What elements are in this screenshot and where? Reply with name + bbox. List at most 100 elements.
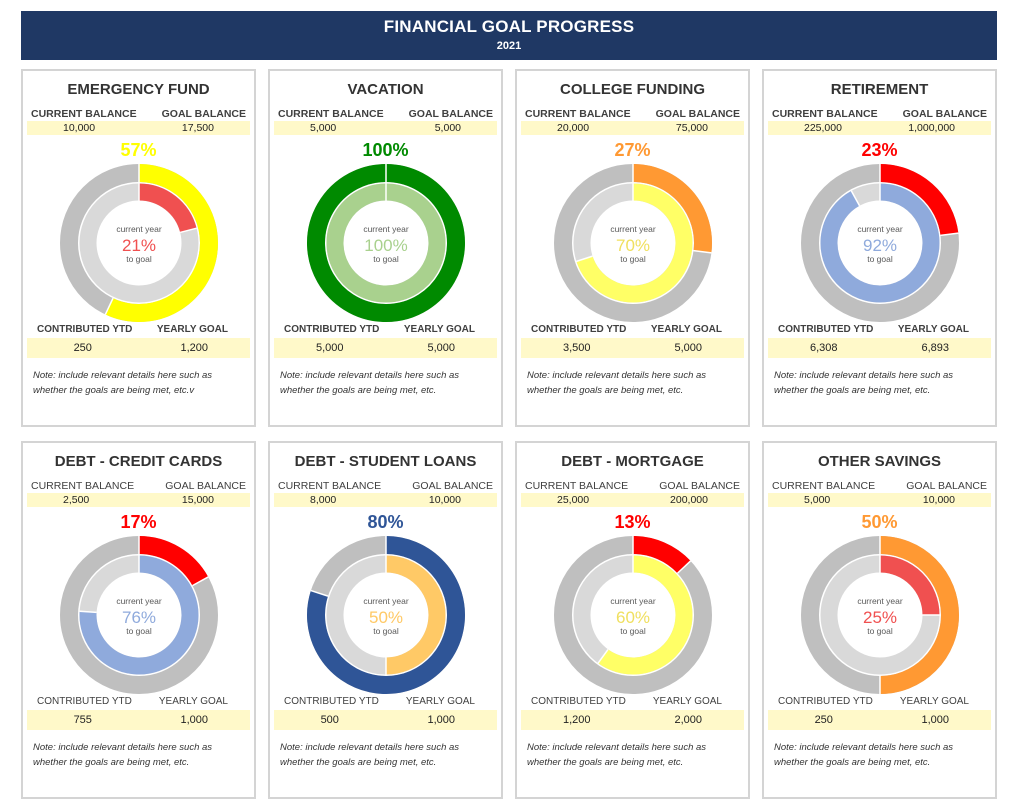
goal-card-title: COLLEGE FUNDING bbox=[560, 81, 705, 98]
current-balance-value: 8,000 bbox=[310, 494, 337, 506]
report-header: FINANCIAL GOAL PROGRESS 2021 bbox=[21, 11, 997, 60]
outer-slice-divider bbox=[310, 589, 328, 597]
outer-progress-arc bbox=[879, 536, 959, 694]
contributed-ytd-value: 755 bbox=[73, 714, 92, 726]
goal-balance-value: 1,000,000 bbox=[908, 122, 955, 134]
report-year: 2021 bbox=[496, 40, 522, 52]
center-year-percent: 50% bbox=[368, 608, 402, 627]
yearly-goal-label: YEARLY GOAL bbox=[403, 324, 475, 335]
goal-balance-value: 17,500 bbox=[181, 122, 214, 134]
goal-balance-label: GOAL BALANCE bbox=[161, 108, 246, 120]
goal-balance-label: GOAL BALANCE bbox=[902, 108, 987, 120]
goal-card-vacation: VACATION CURRENT BALANCE GOAL BALANCE 5,… bbox=[268, 69, 503, 427]
outer-slice-divider bbox=[191, 576, 209, 587]
outer-progress-arc bbox=[632, 164, 712, 253]
inner-ring bbox=[326, 183, 445, 303]
progress-donut: current year 25% to goal bbox=[800, 536, 959, 694]
current-balance-value: 2,500 bbox=[63, 494, 90, 506]
outer-progress-arc bbox=[632, 536, 691, 574]
progress-donut: current year 50% to goal bbox=[306, 536, 465, 694]
goal-balance-label: GOAL BALANCE bbox=[906, 480, 987, 492]
goal-card-debt-credit-cards: DEBT - CREDIT CARDS CURRENT BALANCE GOAL… bbox=[21, 441, 256, 799]
goal-card-other-savings: OTHER SAVINGS CURRENT BALANCE GOAL BALAN… bbox=[762, 441, 997, 799]
balance-labels: CURRENT BALANCE GOAL BALANCE bbox=[23, 108, 254, 120]
goal-card-debt-mortgage: DEBT - MORTGAGE CURRENT BALANCE GOAL BAL… bbox=[515, 441, 750, 799]
goal-card-title: VACATION bbox=[347, 81, 424, 98]
contribution-values: 250 1,200 bbox=[27, 338, 250, 358]
center-label-bottom: to goal bbox=[620, 254, 646, 264]
goal-card-title: DEBT - STUDENT LOANS bbox=[294, 453, 477, 470]
goal-balance-value: 200,000 bbox=[670, 494, 708, 506]
contribution-values: 250 1,000 bbox=[768, 710, 991, 730]
center-label-top: current year bbox=[116, 224, 162, 234]
goal-balance-value: 75,000 bbox=[675, 122, 708, 134]
overall-percent: 23% bbox=[861, 140, 898, 160]
contributed-ytd-label: CONTRIBUTED YTD bbox=[284, 324, 380, 335]
contribution-labels: CONTRIBUTED YTD YEARLY GOAL bbox=[764, 696, 995, 707]
outer-ring bbox=[306, 164, 465, 322]
goal-card-debt-student-loans: DEBT - STUDENT LOANS CURRENT BALANCE GOA… bbox=[268, 441, 503, 799]
goal-balance-value: 5,000 bbox=[434, 122, 461, 134]
outer-ring bbox=[59, 164, 218, 322]
inner-slice-divider bbox=[596, 648, 609, 664]
outer-ring bbox=[59, 536, 218, 694]
balance-labels: CURRENT BALANCE GOAL BALANCE bbox=[270, 480, 501, 492]
outer-ring bbox=[553, 536, 712, 694]
contributed-ytd-label: CONTRIBUTED YTD bbox=[531, 324, 627, 335]
goal-card-title: RETIREMENT bbox=[830, 81, 929, 98]
overall-percent: 50% bbox=[861, 512, 898, 532]
overall-percent: 80% bbox=[367, 512, 404, 532]
center-label-bottom: to goal bbox=[126, 254, 152, 264]
center-year-percent: 25% bbox=[862, 608, 896, 627]
progress-donut: current year 70% to goal bbox=[553, 164, 712, 322]
contribution-labels: CONTRIBUTED YTD YEARLY GOAL bbox=[517, 696, 748, 707]
overall-percent: 13% bbox=[614, 512, 651, 532]
inner-slice-divider bbox=[850, 190, 860, 207]
contributed-ytd-label: CONTRIBUTED YTD bbox=[37, 324, 133, 335]
outer-progress-arc bbox=[138, 536, 208, 586]
outer-progress-arc bbox=[104, 164, 218, 322]
current-balance-value: 5,000 bbox=[310, 122, 337, 134]
inner-ring bbox=[573, 183, 692, 303]
goal-card-emergency-fund: EMERGENCY FUND CURRENT BALANCE GOAL BALA… bbox=[21, 69, 256, 427]
balance-labels: CURRENT BALANCE GOAL BALANCE bbox=[764, 480, 995, 492]
inner-ring bbox=[326, 555, 445, 675]
inner-slice-divider bbox=[79, 610, 97, 614]
outer-ring bbox=[800, 164, 959, 322]
card-note: Note: include relevant details here such… bbox=[33, 370, 213, 396]
current-balance-value: 20,000 bbox=[557, 122, 590, 134]
contributed-ytd-label: CONTRIBUTED YTD bbox=[531, 696, 626, 707]
progress-donut: current year 60% to goal bbox=[553, 536, 712, 694]
contributed-ytd-label: CONTRIBUTED YTD bbox=[284, 696, 379, 707]
current-balance-label: CURRENT BALANCE bbox=[525, 108, 631, 120]
current-balance-value: 225,000 bbox=[804, 122, 842, 134]
contributed-ytd-value: 5,000 bbox=[315, 342, 344, 354]
contribution-values: 3,500 5,000 bbox=[521, 338, 744, 358]
goal-card-title: DEBT - CREDIT CARDS bbox=[54, 453, 223, 470]
goal-cards-grid: EMERGENCY FUND CURRENT BALANCE GOAL BALA… bbox=[21, 69, 997, 800]
current-balance-label: CURRENT BALANCE bbox=[278, 108, 384, 120]
inner-ring bbox=[820, 555, 939, 675]
balance-labels: CURRENT BALANCE GOAL BALANCE bbox=[517, 480, 748, 492]
inner-slice-divider bbox=[179, 227, 197, 234]
progress-donut: current year 92% to goal bbox=[800, 164, 959, 322]
balance-values: 2,500 15,000 bbox=[27, 493, 250, 507]
contributed-ytd-value: 1,200 bbox=[562, 714, 591, 726]
outer-ring bbox=[306, 536, 465, 694]
current-balance-label: CURRENT BALANCE bbox=[31, 480, 135, 492]
goal-card-title: OTHER SAVINGS bbox=[817, 453, 942, 470]
contribution-labels: CONTRIBUTED YTD YEARLY GOAL bbox=[764, 324, 995, 335]
contributed-ytd-value: 500 bbox=[320, 714, 339, 726]
center-year-percent: 21% bbox=[121, 236, 155, 255]
goal-balance-label: GOAL BALANCE bbox=[165, 480, 246, 492]
current-balance-label: CURRENT BALANCE bbox=[278, 480, 382, 492]
yearly-goal-value: 1,000 bbox=[427, 714, 456, 726]
inner-progress-arc bbox=[385, 555, 445, 675]
contribution-labels: CONTRIBUTED YTD YEARLY GOAL bbox=[517, 324, 748, 335]
inner-ring bbox=[79, 555, 198, 675]
contributed-ytd-value: 250 bbox=[814, 714, 833, 726]
yearly-goal-value: 2,000 bbox=[674, 714, 703, 726]
card-note: Note: include relevant details here such… bbox=[774, 370, 954, 396]
center-year-percent: 60% bbox=[615, 608, 649, 627]
yearly-goal-label: YEARLY GOAL bbox=[652, 696, 722, 707]
